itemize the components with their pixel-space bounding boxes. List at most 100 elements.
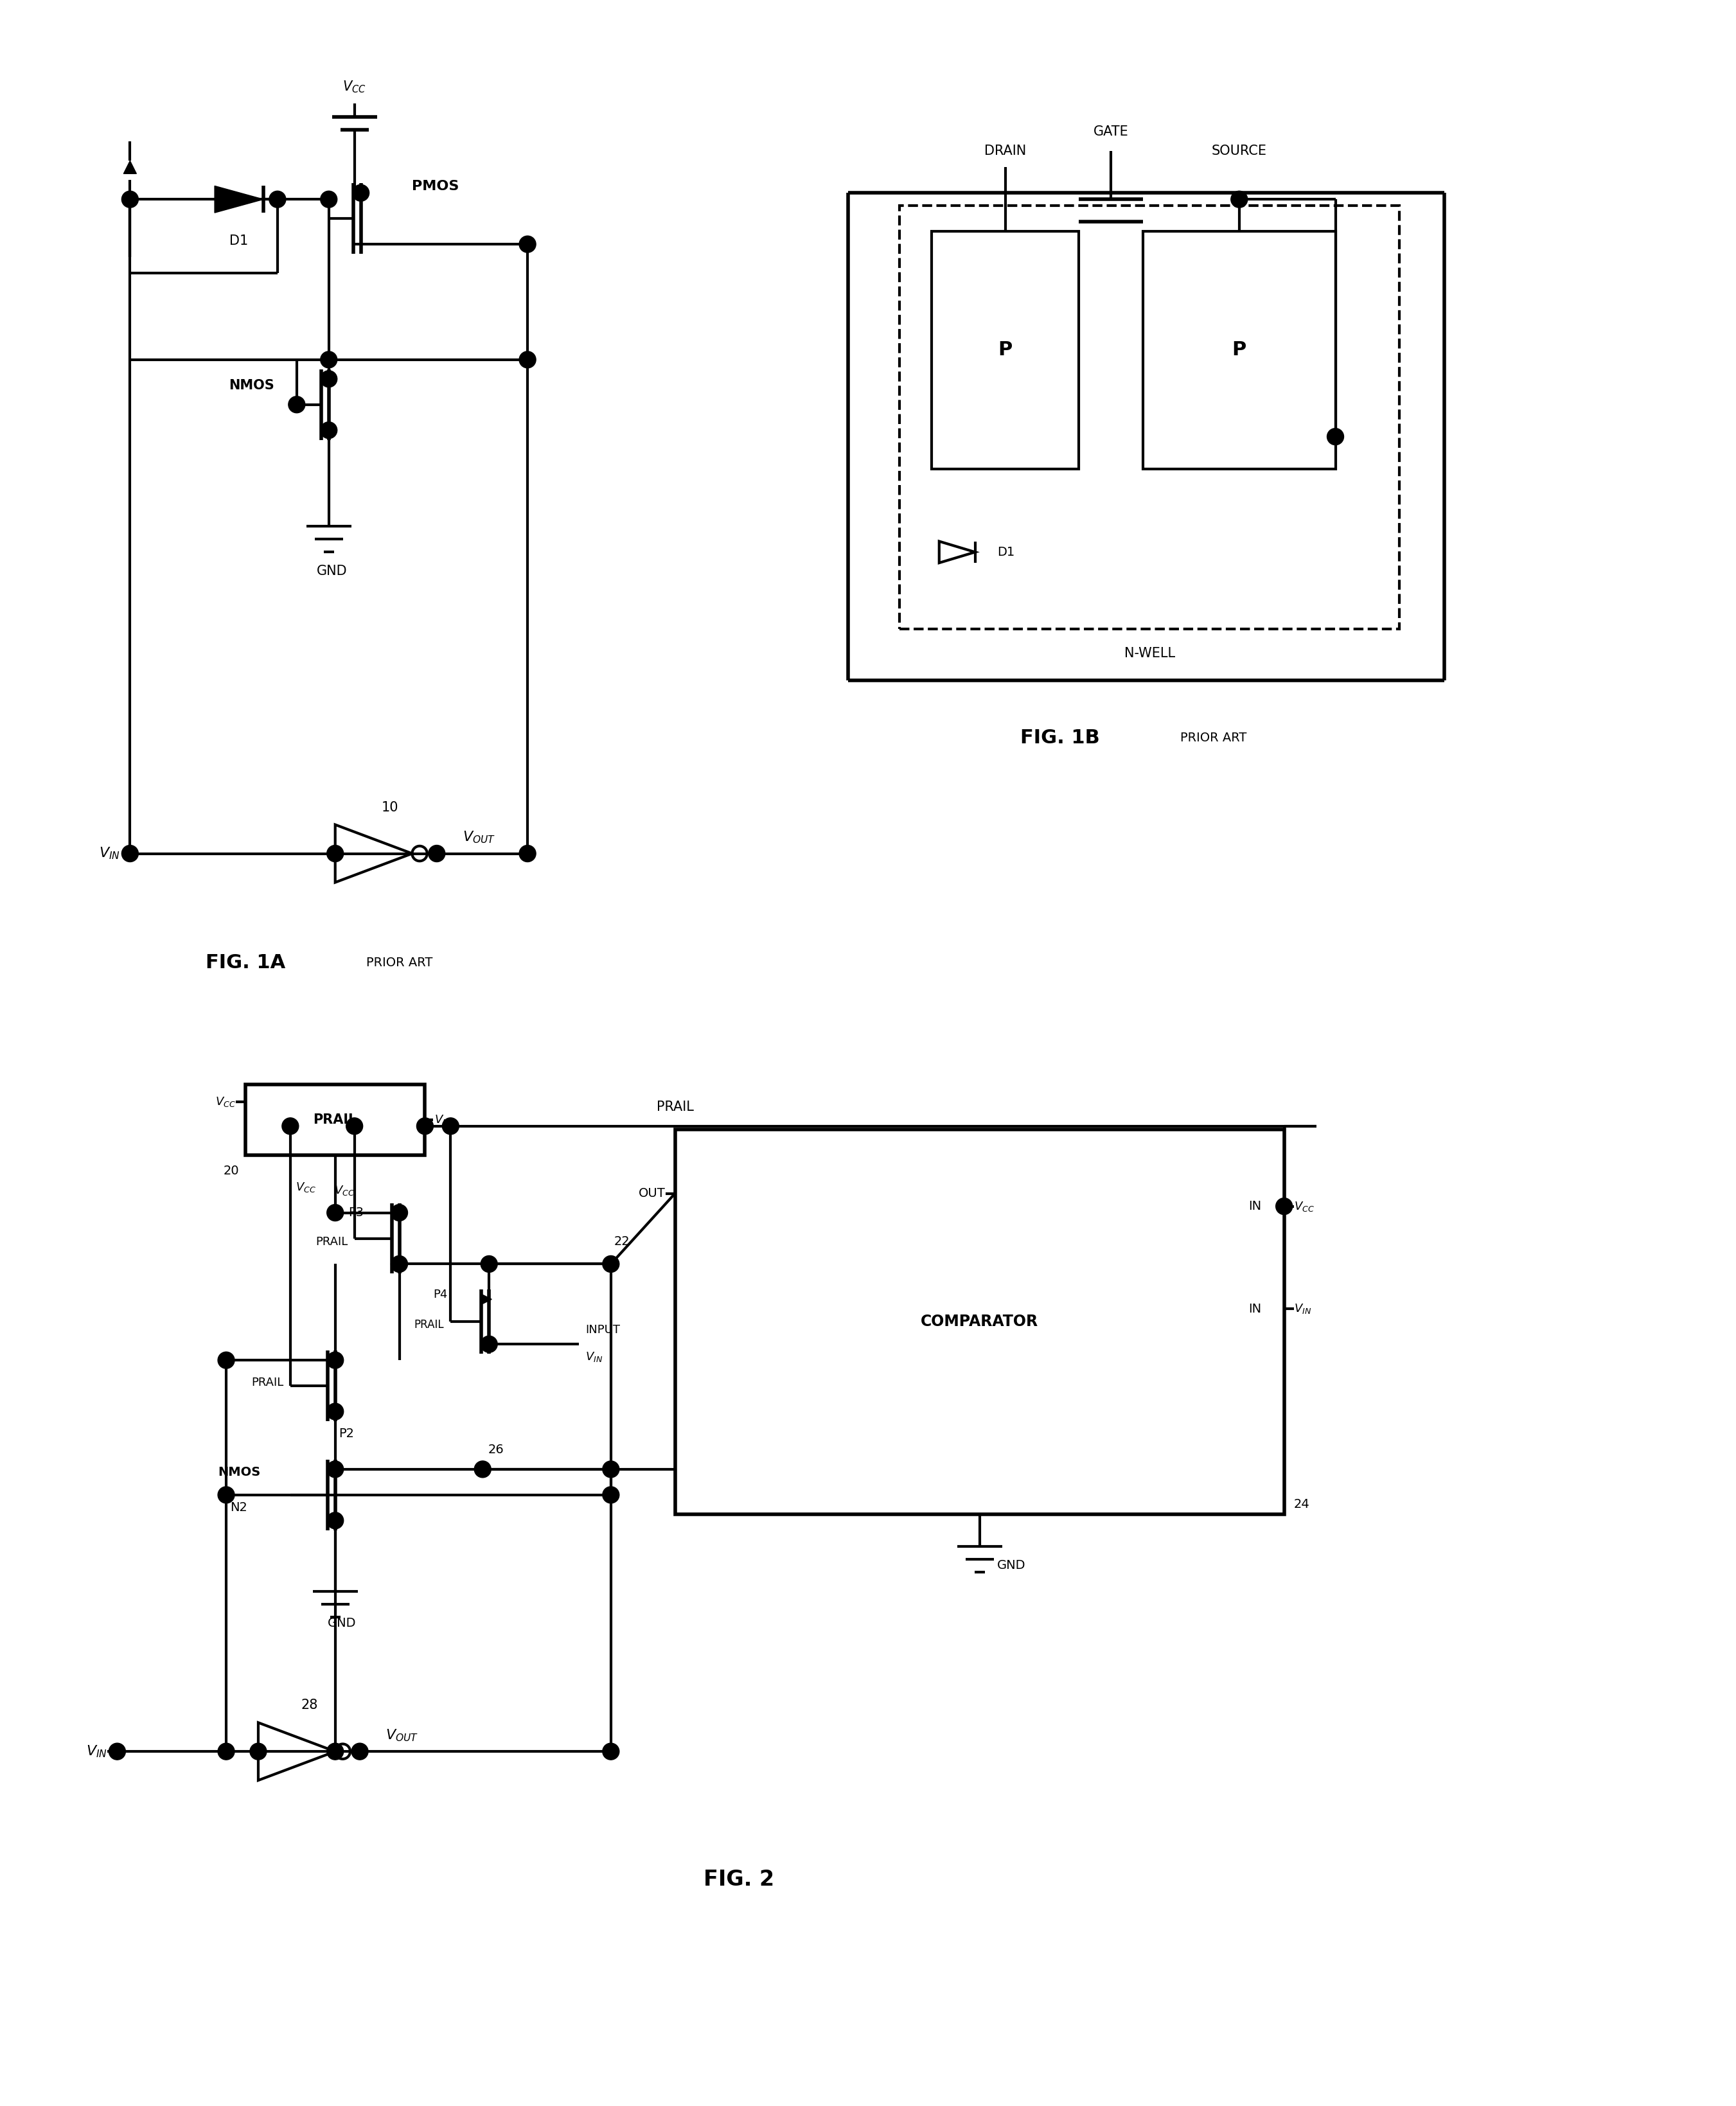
Text: SOURCE: SOURCE — [1212, 145, 1267, 158]
Text: PRAIL: PRAIL — [252, 1377, 285, 1388]
Text: IN: IN — [1248, 1200, 1262, 1213]
Text: P2: P2 — [339, 1428, 354, 1441]
Text: $V_{CC}$: $V_{CC}$ — [295, 1181, 316, 1194]
Circle shape — [519, 845, 536, 861]
Circle shape — [269, 192, 286, 208]
Text: 24: 24 — [1293, 1499, 1309, 1510]
Circle shape — [250, 1744, 267, 1761]
Text: COMPARATOR: COMPARATOR — [920, 1314, 1038, 1329]
Circle shape — [326, 1352, 344, 1369]
Polygon shape — [330, 1356, 339, 1365]
Text: NMOS: NMOS — [217, 1466, 260, 1478]
Circle shape — [474, 1462, 491, 1478]
Text: P: P — [998, 341, 1012, 360]
Text: $V_{OUT}$: $V_{OUT}$ — [462, 830, 495, 845]
Polygon shape — [356, 187, 365, 198]
Text: INPUT: INPUT — [585, 1325, 620, 1335]
Text: FIG. 2: FIG. 2 — [703, 1870, 774, 1891]
Text: GND: GND — [316, 564, 347, 577]
Bar — [932, 232, 1080, 470]
Circle shape — [519, 352, 536, 369]
Circle shape — [217, 1744, 234, 1761]
Circle shape — [345, 1118, 363, 1135]
Text: D1: D1 — [998, 545, 1016, 558]
Circle shape — [122, 845, 139, 861]
Polygon shape — [483, 1295, 491, 1304]
Polygon shape — [215, 185, 264, 213]
Circle shape — [481, 1255, 498, 1272]
Text: D1: D1 — [229, 234, 248, 246]
Text: N-WELL: N-WELL — [1123, 647, 1175, 659]
Circle shape — [122, 192, 139, 208]
Circle shape — [519, 236, 536, 253]
Circle shape — [1276, 1198, 1292, 1215]
Circle shape — [326, 1462, 344, 1478]
Text: PRIOR ART: PRIOR ART — [366, 956, 432, 969]
Circle shape — [443, 1118, 458, 1135]
Text: PRAIL: PRAIL — [656, 1101, 694, 1114]
Polygon shape — [123, 160, 137, 173]
Text: P4: P4 — [432, 1289, 448, 1302]
Polygon shape — [330, 1516, 339, 1525]
Text: $V_{CC}$: $V_{CC}$ — [342, 80, 366, 95]
Text: FIG. 1A: FIG. 1A — [205, 954, 285, 971]
Circle shape — [602, 1255, 620, 1272]
Circle shape — [481, 1335, 498, 1352]
Text: 20: 20 — [224, 1165, 240, 1177]
Text: $V_{IN}$: $V_{IN}$ — [87, 1744, 108, 1759]
Text: $V_{OUT}$: $V_{OUT}$ — [385, 1727, 418, 1744]
Text: 22: 22 — [615, 1236, 630, 1247]
Text: PRAIL: PRAIL — [312, 1114, 358, 1127]
Circle shape — [602, 1744, 620, 1761]
Text: PRAIL: PRAIL — [415, 1318, 444, 1331]
Text: PRIOR ART: PRIOR ART — [1180, 733, 1246, 743]
Text: $V_{IN}$: $V_{IN}$ — [585, 1350, 602, 1363]
Circle shape — [321, 371, 337, 388]
Polygon shape — [323, 425, 333, 436]
Text: $V_{IN}$: $V_{IN}$ — [434, 1114, 451, 1127]
Circle shape — [352, 185, 370, 202]
Text: PRAIL: PRAIL — [316, 1236, 347, 1247]
Text: $V_{IN}$: $V_{IN}$ — [1293, 1302, 1311, 1316]
Circle shape — [321, 192, 337, 208]
Text: DRAIN: DRAIN — [984, 145, 1026, 158]
Circle shape — [326, 1744, 344, 1761]
Circle shape — [281, 1118, 299, 1135]
Circle shape — [351, 1744, 368, 1761]
Circle shape — [1231, 192, 1248, 208]
Circle shape — [321, 421, 337, 438]
Text: OUT: OUT — [639, 1188, 665, 1200]
Text: P3: P3 — [349, 1207, 365, 1219]
Circle shape — [321, 352, 337, 369]
Circle shape — [326, 1205, 344, 1221]
Text: GND: GND — [328, 1617, 356, 1630]
Text: $V_{CC}$: $V_{CC}$ — [333, 1184, 354, 1196]
Text: 10: 10 — [382, 800, 398, 813]
Text: GATE: GATE — [1094, 126, 1128, 139]
Text: $V_{CC}$: $V_{CC}$ — [215, 1095, 236, 1108]
Polygon shape — [394, 1259, 403, 1268]
Circle shape — [217, 1487, 234, 1504]
Bar — [899, 206, 1399, 630]
Circle shape — [429, 845, 444, 861]
Circle shape — [1326, 428, 1344, 444]
Circle shape — [326, 1512, 344, 1529]
Text: $V_{IN}$: $V_{IN}$ — [99, 847, 120, 861]
Bar — [675, 1129, 1285, 1514]
Text: GND: GND — [996, 1558, 1026, 1571]
Text: $V_{CC}$: $V_{CC}$ — [1293, 1200, 1314, 1213]
Text: FIG. 1B: FIG. 1B — [1021, 729, 1099, 748]
Circle shape — [391, 1205, 408, 1221]
Bar — [1142, 232, 1335, 470]
Text: PMOS: PMOS — [411, 181, 460, 194]
Text: NMOS: NMOS — [229, 379, 274, 392]
Text: N2: N2 — [231, 1502, 248, 1514]
Circle shape — [391, 1255, 408, 1272]
Circle shape — [326, 845, 344, 861]
Circle shape — [417, 1118, 434, 1135]
Text: IN: IN — [1248, 1304, 1262, 1314]
Text: 26: 26 — [488, 1445, 503, 1455]
Circle shape — [326, 1403, 344, 1419]
Circle shape — [602, 1462, 620, 1478]
Circle shape — [109, 1744, 125, 1761]
